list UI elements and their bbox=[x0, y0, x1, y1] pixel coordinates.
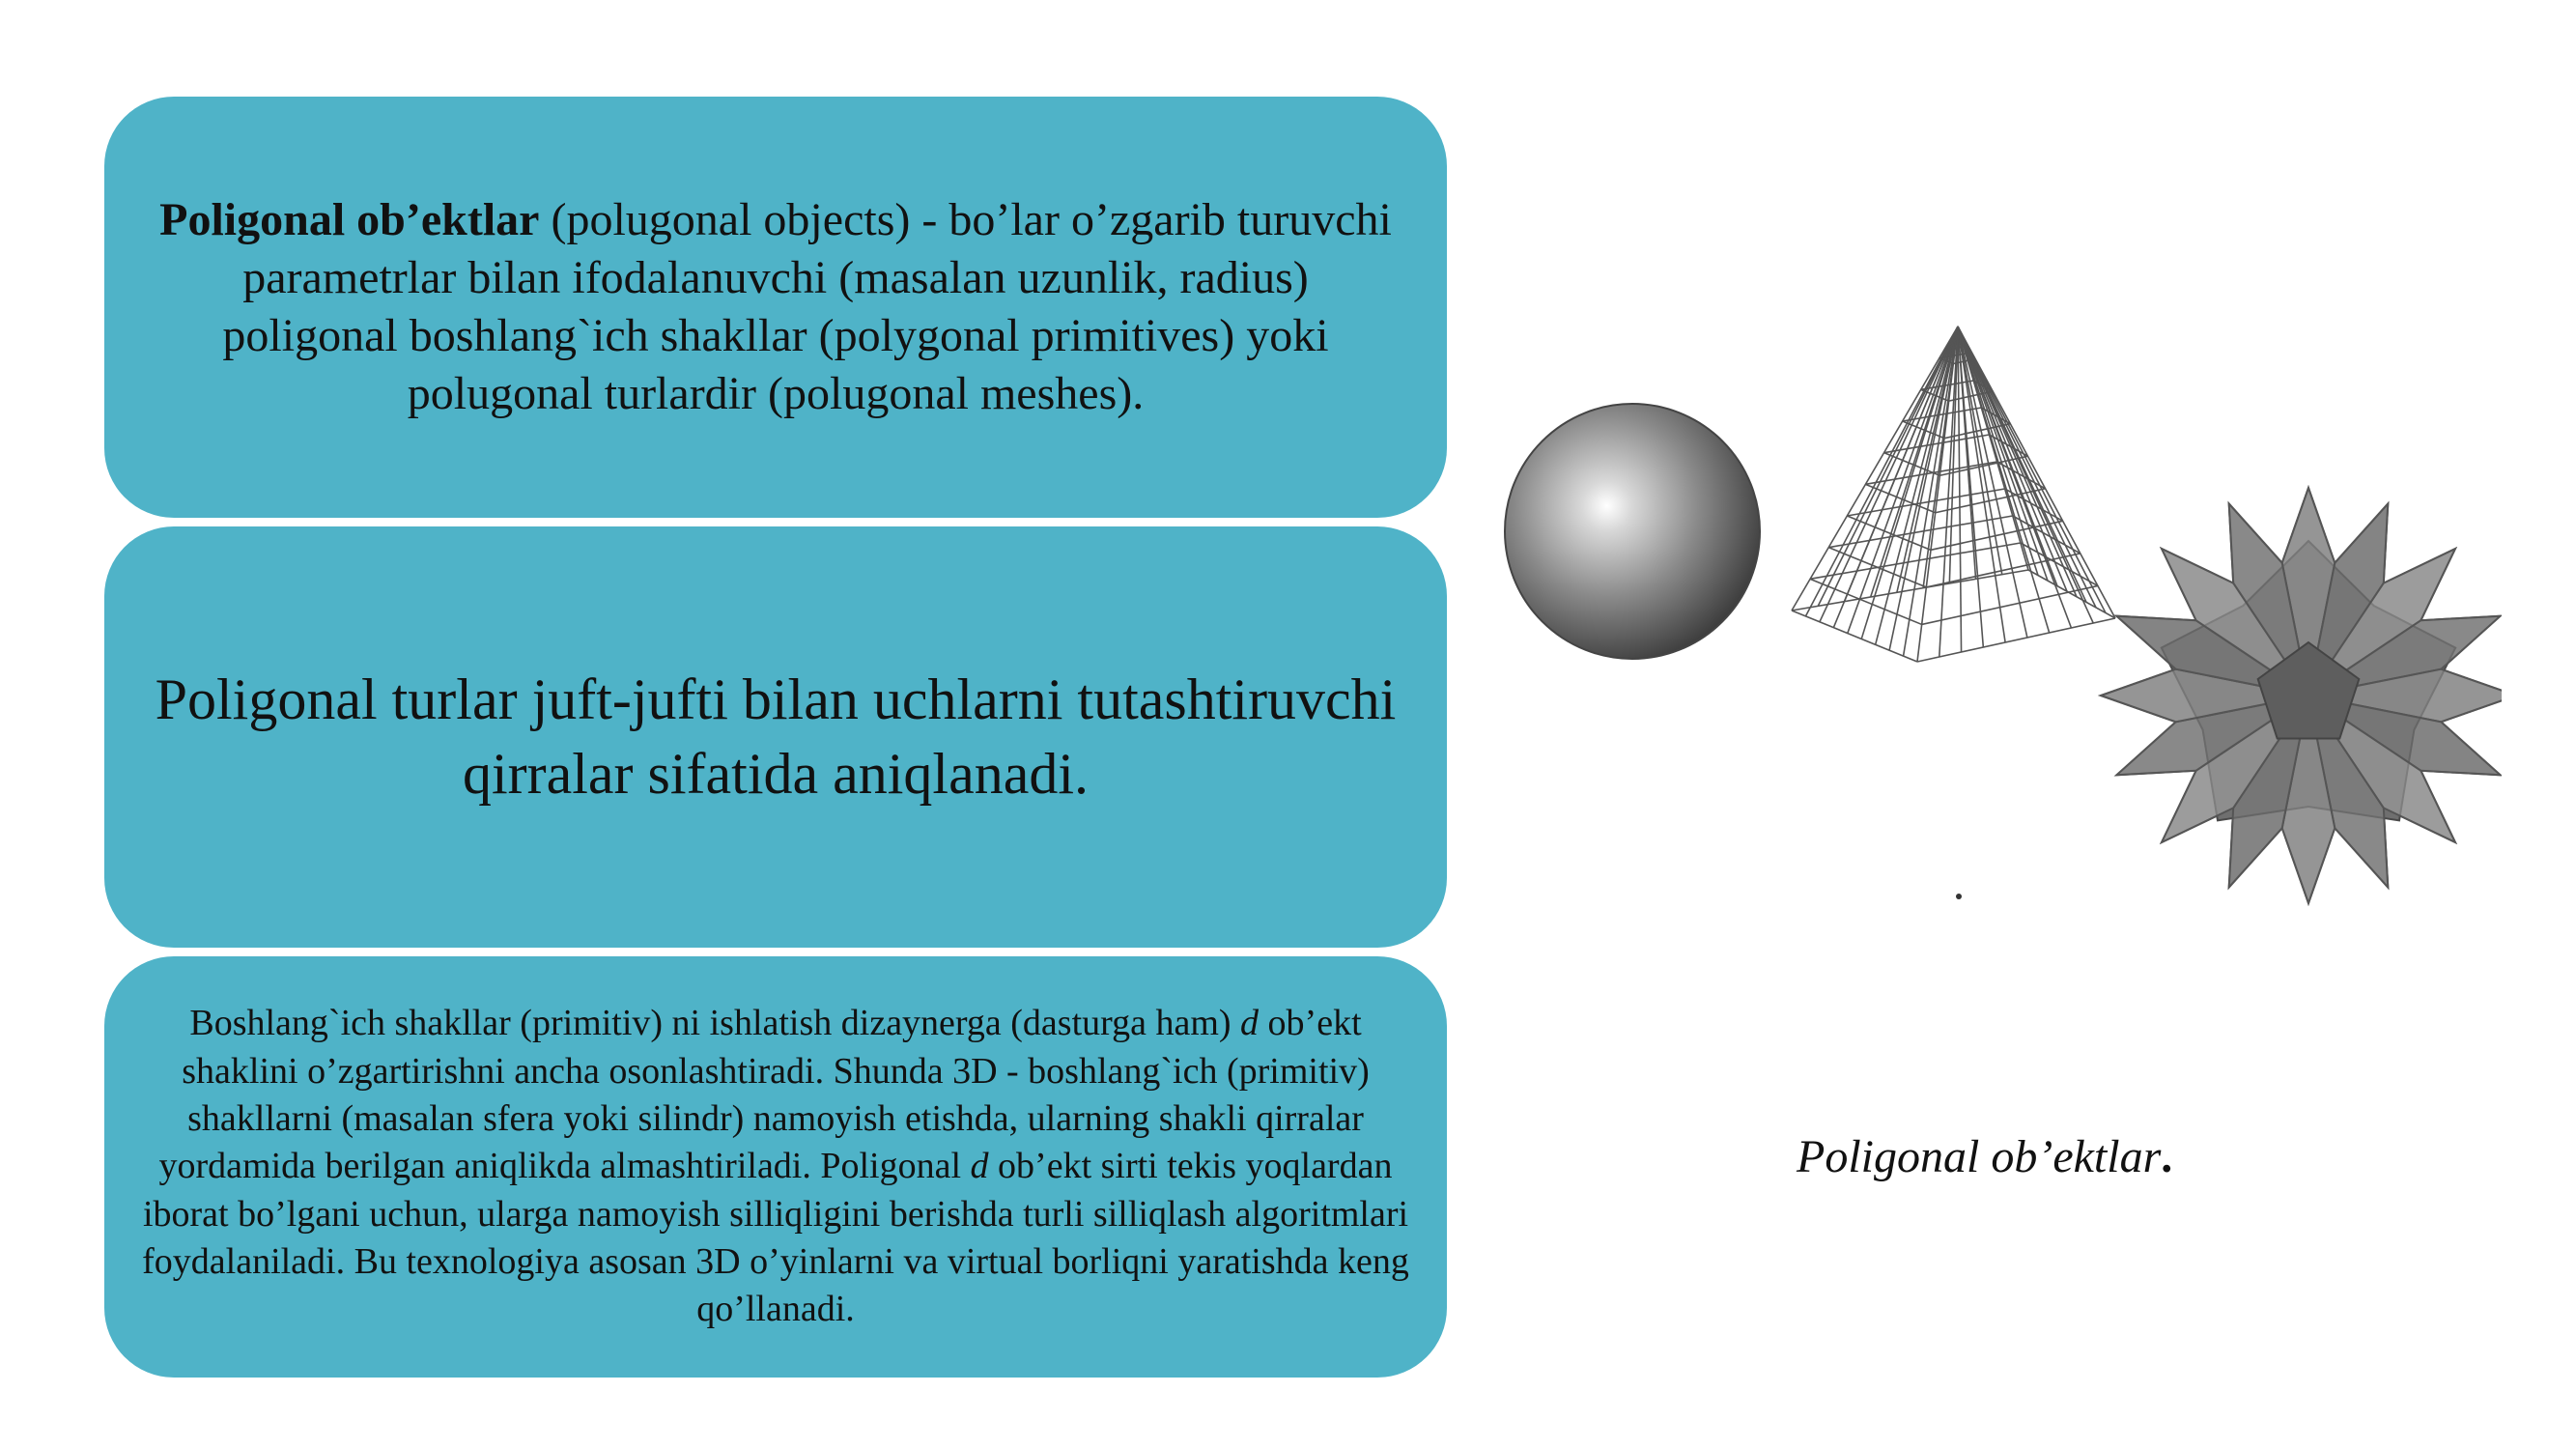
wireframe-pyramid-shape bbox=[1791, 326, 2116, 663]
definition-term: Poligonal ob’ektlar bbox=[159, 194, 540, 245]
figure-caption-period: . bbox=[2161, 1131, 2173, 1182]
small-dot bbox=[1956, 894, 1962, 899]
primitives-italic-d1: d bbox=[1240, 1003, 1260, 1044]
mesh-definition-box: Poligonal turlar juft-jufti bilan uchlar… bbox=[104, 526, 1447, 948]
primitives-text-part3: ob’ekt sirti tekis yoqlardan iborat bo’l… bbox=[142, 1146, 1409, 1330]
definition-body: (polugonal objects) - bo’lar o’zgarib tu… bbox=[222, 194, 1392, 419]
mesh-definition-text: Poligonal turlar juft-jufti bilan uchlar… bbox=[155, 668, 1397, 806]
primitives-text-part1: Boshlang`ich shakllar (primitiv) ni ishl… bbox=[189, 1003, 1241, 1044]
primitives-text-part2: ob’ekt shaklini o’zgartirishni ancha oso… bbox=[158, 1003, 1370, 1187]
definition-text: Poligonal ob’ektlar (polugonal objects) … bbox=[153, 191, 1399, 423]
polygonal-objects-illustration bbox=[1504, 326, 2502, 907]
figure-caption-text: Poligonal ob’ektlar bbox=[1797, 1131, 2162, 1182]
primitives-text: Boshlang`ich shakllar (primitiv) ni ishl… bbox=[133, 1000, 1418, 1334]
definition-box: Poligonal ob’ektlar (polugonal objects) … bbox=[104, 97, 1447, 518]
primitives-italic-d2: d bbox=[970, 1146, 989, 1187]
sphere-shape bbox=[1504, 403, 1761, 660]
star-polyhedron-shape bbox=[2097, 484, 2502, 907]
primitives-box: Boshlang`ich shakllar (primitiv) ni ishl… bbox=[104, 956, 1447, 1378]
figure-caption: Poligonal ob’ektlar. bbox=[1797, 1130, 2172, 1183]
